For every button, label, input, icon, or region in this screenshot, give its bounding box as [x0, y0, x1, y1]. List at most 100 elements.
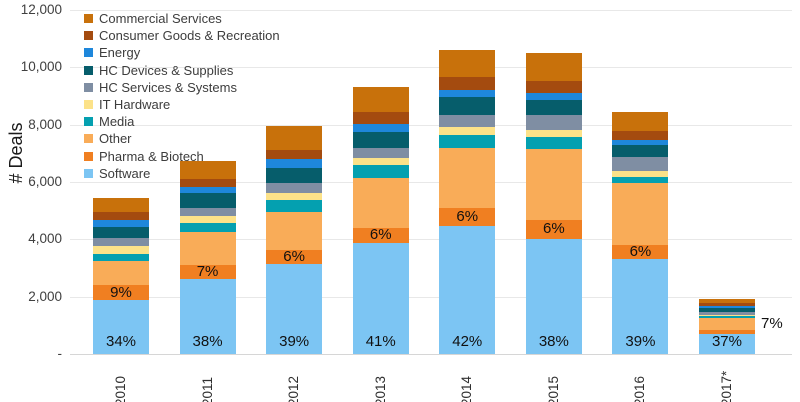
software-share-label: 42% [452, 333, 483, 350]
gridline [70, 239, 792, 241]
legend-label: IT Hardware [99, 97, 171, 113]
y-tick-label: 4,000 [28, 231, 62, 247]
bar-segment-2013-pharma-biotech [352, 227, 409, 243]
bar-segment-2012-hc-devices-supplies [266, 167, 323, 183]
y-tick-label: 8,000 [28, 116, 62, 132]
bar-segment-2013-commercial-services [352, 86, 409, 113]
gridline [70, 182, 792, 183]
legend-item-media: Media [84, 113, 280, 130]
bar-segment-2013-hc-devices-supplies [352, 131, 409, 148]
bar-segment-2014-pharma-biotech [439, 208, 496, 227]
gridline [70, 10, 792, 12]
bar-segment-2010-other [93, 260, 149, 286]
x-tick-label-2011: 2011 [199, 376, 215, 402]
software-share-label: 34% [105, 333, 137, 350]
gridline [70, 296, 792, 298]
y-tick-label: 6,000 [28, 174, 62, 189]
bar-segment-2014-hc-services-systems [439, 114, 496, 127]
bar-segment-2014-media [439, 134, 496, 148]
y-tick-label: 10,000 [20, 59, 62, 75]
bar-segment-2010-hc-devices-supplies [93, 226, 149, 239]
bar-segment-2012-consumer-goods-recreation [266, 149, 323, 160]
bar-segment-2012-other [266, 211, 323, 251]
bar-segment-2011-commercial-services [179, 161, 236, 180]
software-share-label: 37% [711, 333, 742, 350]
software-share-label: 38% [192, 333, 223, 350]
legend-item-other: Other [84, 130, 280, 147]
bar-segment-2016-hc-devices-supplies [612, 145, 669, 158]
legend-swatch-icon [84, 151, 93, 161]
bar-segment-2015-software [525, 238, 582, 354]
bar-segment-2017*-media [698, 315, 755, 318]
bar-segment-2016-consumer-goods-recreation [612, 131, 669, 140]
bar-segment-2015-hc-devices-supplies [525, 99, 582, 116]
legend-label: Pharma & Biotech [99, 148, 204, 164]
bar-segment-2016-pharma-biotech [612, 244, 669, 260]
y-tick-label: 2,000 [28, 288, 62, 304]
bar-segment-2016-energy [612, 139, 669, 146]
bar-segment-2011-energy [179, 187, 236, 194]
bar-segment-2015-energy [525, 93, 582, 100]
legend-item-consumer-goods-recreation: Consumer Goods & Recreation [84, 27, 280, 44]
legend-item-commercial-services: Commercial Services [84, 10, 280, 27]
x-tick-label-2016: 2016 [632, 375, 648, 402]
bar-segment-2010-it-hardware [93, 246, 149, 254]
pharma-share-label: 6% [629, 242, 652, 260]
bar-segment-2011-hc-devices-supplies [179, 193, 236, 208]
pharma-share-label: 6% [456, 208, 479, 226]
bar-segment-2017*-hc-devices-supplies [698, 307, 755, 312]
x-axis-line [70, 354, 792, 355]
legend-item-pharma-biotech: Pharma & Biotech [84, 148, 280, 165]
bar-segment-2013-it-hardware [352, 158, 409, 166]
bar-segment-2016-commercial-services [612, 111, 669, 132]
legend-swatch-icon [84, 100, 93, 110]
x-tick-label-2013: 2013 [372, 375, 388, 402]
pharma-share-label: 9% [110, 283, 132, 301]
bar-segment-2011-pharma-biotech [179, 265, 236, 279]
legend-swatch-icon [84, 31, 93, 41]
bar-segment-2013-media [352, 165, 409, 178]
pharma-share-label: 6% [543, 220, 565, 238]
bar-segment-2013-energy [352, 123, 409, 132]
legend: Commercial Services Consumer Goods & Recr… [84, 10, 280, 182]
legend-label: Commercial Services [99, 11, 222, 27]
legend-swatch-icon [84, 48, 93, 58]
bar-segment-2012-software [266, 264, 323, 354]
bar-segment-2012-commercial-services [266, 125, 323, 150]
bar-segment-2015-commercial-services [525, 53, 582, 81]
bar-segment-2012-pharma-biotech [266, 250, 323, 265]
y-axis-title: # Deals [6, 122, 26, 184]
x-tick-label-2012: 2012 [286, 375, 302, 402]
software-share-label: 41% [365, 333, 396, 350]
pharma-share-label: 7% [196, 263, 219, 281]
bar-segment-2016-hc-services-systems [612, 157, 669, 171]
bar-segment-2011-other [179, 231, 236, 266]
legend-swatch-icon [84, 134, 93, 144]
bar-segment-2016-media [612, 176, 669, 183]
bar-segment-2013-consumer-goods-recreation [352, 112, 409, 124]
bar-segment-2013-hc-services-systems [352, 147, 409, 159]
bar-segment-2011-hc-services-systems [179, 207, 236, 216]
bar-segment-2010-commercial-services [93, 198, 149, 213]
bar-segment-2015-it-hardware [525, 129, 582, 137]
bar-segment-2015-pharma-biotech [525, 219, 582, 239]
legend-swatch-icon [84, 168, 93, 178]
bar-segment-2016-other [612, 182, 669, 245]
legend-swatch-icon [84, 14, 93, 24]
legend-label: Energy [99, 45, 141, 61]
bar-segment-2017*-software [698, 334, 755, 354]
bar-segment-2014-hc-devices-supplies [439, 97, 496, 115]
bar-segment-2012-media [266, 200, 323, 212]
bar-segment-2011-software [179, 278, 236, 354]
legend-label: Software [99, 165, 151, 181]
bar-segment-2016-software [612, 259, 669, 354]
legend-label: Consumer Goods & Recreation [99, 28, 280, 44]
bar-segment-2014-software [439, 226, 496, 354]
gridline [70, 124, 792, 126]
software-share-label: 39% [279, 333, 310, 350]
software-share-label: 38% [538, 333, 569, 350]
legend-swatch-icon [84, 65, 93, 75]
legend-item-software: Software [84, 165, 280, 182]
bar-segment-2014-it-hardware [439, 126, 496, 135]
legend-item-hc-services-systems: HC Services & Systems [84, 79, 280, 96]
